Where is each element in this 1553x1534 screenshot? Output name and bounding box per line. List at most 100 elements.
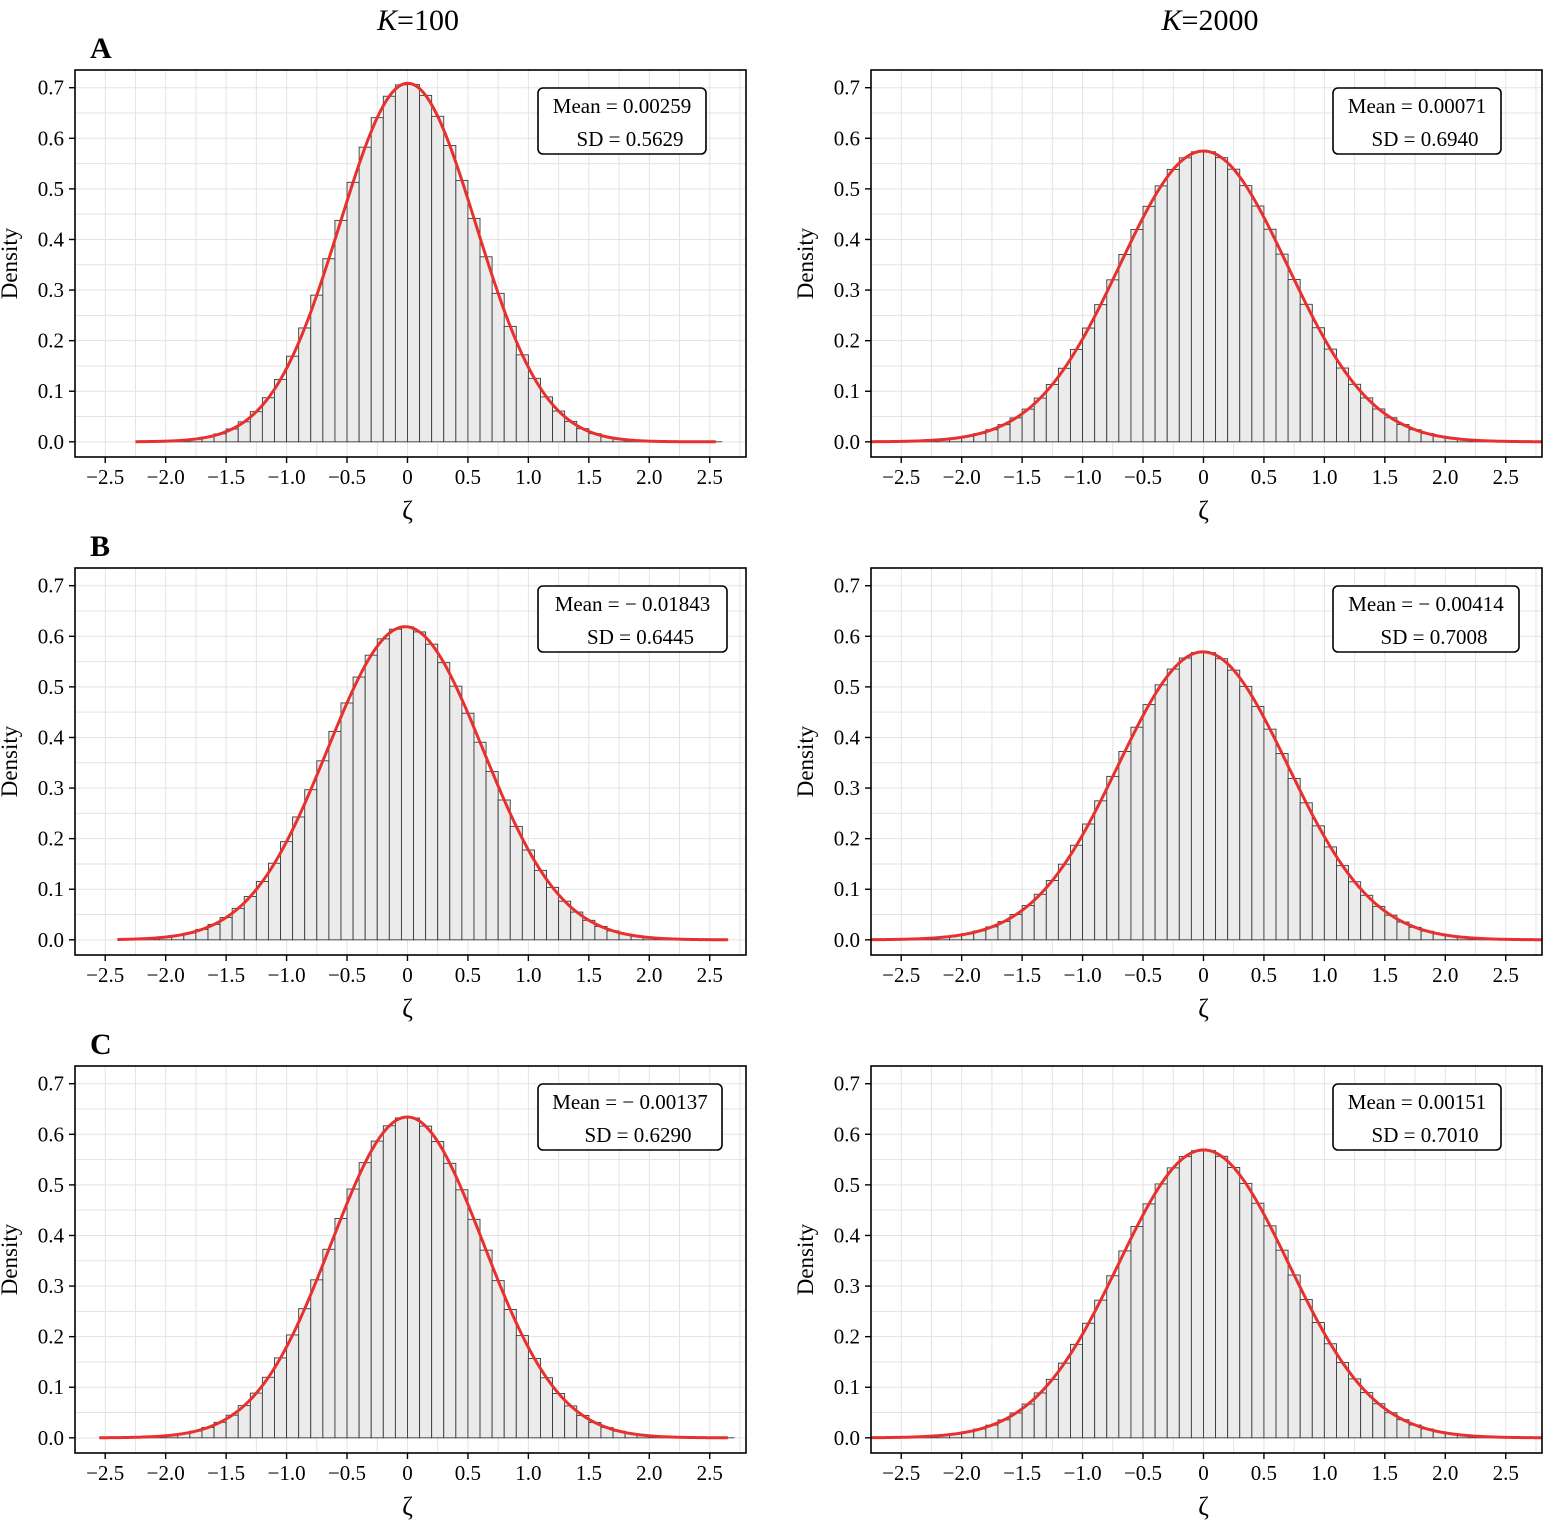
- x-tick-label: 1.5: [1372, 963, 1398, 987]
- x-tick-label: 1.5: [1372, 465, 1398, 489]
- x-tick-label: 2.5: [697, 963, 723, 987]
- histogram-bar: [1130, 1226, 1144, 1439]
- panel-b-k100: 0.0 0.1 0.2 0.3 0.4 0.5 0.6 0.7 −2.5 −2.0 −1.5 −1.0…: [0, 567, 747, 1023]
- x-tick-label: 2.5: [1493, 1461, 1519, 1485]
- histogram-bar: [1178, 157, 1192, 443]
- histogram-bar: [467, 1218, 481, 1439]
- histogram-bar: [1348, 881, 1362, 941]
- x-tick-label: 0: [402, 963, 413, 987]
- histogram-bar: [370, 1140, 384, 1439]
- density-curve: [135, 81, 716, 444]
- y-tick-label: 0.1: [38, 379, 64, 403]
- histogram-bar: [1336, 1362, 1350, 1439]
- x-tick-label: −1.0: [1064, 963, 1102, 987]
- stats-box: Mean = 0.00151 SD = 0.7010: [1332, 1083, 1502, 1151]
- histogram-bar: [382, 1125, 396, 1439]
- stats-sd: SD = 0.6445: [587, 625, 694, 649]
- y-tick-label: 0.1: [38, 877, 64, 901]
- histogram-bar: [479, 256, 493, 443]
- histogram-bar: [1275, 1249, 1289, 1439]
- histogram-bar: [1323, 348, 1337, 443]
- histogram-bar: [449, 685, 463, 941]
- y-axis-label: Density: [793, 227, 818, 299]
- plot-frame: [74, 1065, 747, 1454]
- histogram-bars: [104, 1117, 735, 1439]
- y-axis-label: Density: [0, 1223, 22, 1295]
- stats-box-frame: [1332, 1083, 1502, 1151]
- histogram-bar: [1106, 1275, 1120, 1439]
- histogram-bar: [382, 95, 396, 443]
- histogram-bars: [870, 151, 1543, 443]
- histogram-bar: [1094, 304, 1108, 443]
- stats-sd: SD = 0.7008: [1381, 625, 1488, 649]
- panel-c-k100: 0.0 0.1 0.2 0.3 0.4 0.5 0.6 0.7 −2.5 −2.0 −1.5 −1.0…: [0, 1065, 747, 1521]
- histogram-bar: [443, 1162, 457, 1439]
- y-tick-label: 0.1: [38, 1375, 64, 1399]
- x-tick-label: 2.0: [636, 465, 662, 489]
- histogram-bar: [310, 1279, 324, 1439]
- histogram-bar: [1033, 893, 1047, 941]
- y-tick-label: 0.0: [834, 928, 860, 952]
- histogram-bar: [322, 258, 336, 443]
- x-tick-label: −2.0: [943, 1461, 981, 1485]
- histogram-bar: [328, 730, 342, 941]
- histogram-bar: [1348, 383, 1362, 443]
- histogram-bar: [1070, 348, 1084, 443]
- histogram-bar: [491, 1280, 505, 1439]
- x-tick-label: 2.5: [1493, 465, 1519, 489]
- x-tick-label: 0: [402, 1461, 413, 1485]
- x-tick-label: −2.0: [147, 963, 185, 987]
- x-tick-label: −0.5: [1124, 963, 1162, 987]
- histogram-bar: [298, 327, 312, 443]
- stats-box-frame: [537, 1083, 723, 1151]
- histogram-bar: [1263, 228, 1277, 443]
- y-tick-label: 0.6: [38, 1122, 64, 1146]
- histogram-bar: [455, 1189, 469, 1439]
- histogram-bar: [1263, 1225, 1277, 1439]
- histogram-bar: [1178, 1156, 1192, 1439]
- stats-box: Mean = − 0.01843 SD = 0.6445: [537, 585, 728, 653]
- histogram-bar: [425, 643, 439, 941]
- histogram-bar: [1045, 384, 1059, 443]
- histogram-bar: [1311, 825, 1325, 941]
- density-curve: [870, 149, 1543, 444]
- histogram-bar: [388, 628, 402, 941]
- x-tick-label: −2.0: [147, 1461, 185, 1485]
- histogram-bar: [1166, 1167, 1180, 1439]
- histogram-bar: [1287, 1274, 1301, 1439]
- histogram-bar: [1239, 185, 1253, 443]
- histogram-bar: [546, 886, 560, 941]
- histogram-bar: [346, 1188, 360, 1439]
- x-tick-label: −1.5: [207, 963, 245, 987]
- stats-mean: Mean = − 0.01843: [555, 592, 711, 616]
- histogram-bar: [274, 1357, 288, 1439]
- x-tick-label: 0: [402, 465, 413, 489]
- histogram-bar: [515, 354, 529, 443]
- y-tick-label: 0.2: [38, 329, 64, 353]
- x-tick-label: −2.5: [882, 963, 920, 987]
- histogram-bar: [1082, 1322, 1096, 1439]
- histogram-bar: [1215, 157, 1229, 443]
- stats-sd: SD = 0.5629: [577, 127, 684, 151]
- histogram-bar: [304, 789, 318, 941]
- histogram-bar: [1106, 279, 1120, 443]
- y-tick-label: 0.2: [38, 827, 64, 851]
- histogram-bar: [1323, 1343, 1337, 1439]
- histogram-bar: [1070, 1343, 1084, 1439]
- histogram-bar: [1299, 802, 1313, 941]
- y-tick-label: 0.5: [38, 675, 64, 699]
- histogram-bar: [1348, 1378, 1362, 1439]
- stats-box: Mean = − 0.00414 SD = 0.7008: [1332, 585, 1520, 653]
- x-tick-label: 1.0: [515, 465, 541, 489]
- histogram-bar: [1203, 151, 1217, 443]
- x-tick-label: 0.5: [455, 465, 481, 489]
- histogram-bar: [1118, 1250, 1132, 1439]
- density-curve: [99, 1115, 728, 1440]
- histogram-bar: [1299, 303, 1313, 443]
- histogram-bar: [461, 712, 475, 941]
- plot-frame: [870, 567, 1543, 956]
- y-tick-label: 0.6: [38, 126, 64, 150]
- stats-mean: Mean = 0.00151: [1348, 1090, 1486, 1114]
- histogram-bar: [1287, 279, 1301, 443]
- x-tick-label: 2.0: [1432, 963, 1458, 987]
